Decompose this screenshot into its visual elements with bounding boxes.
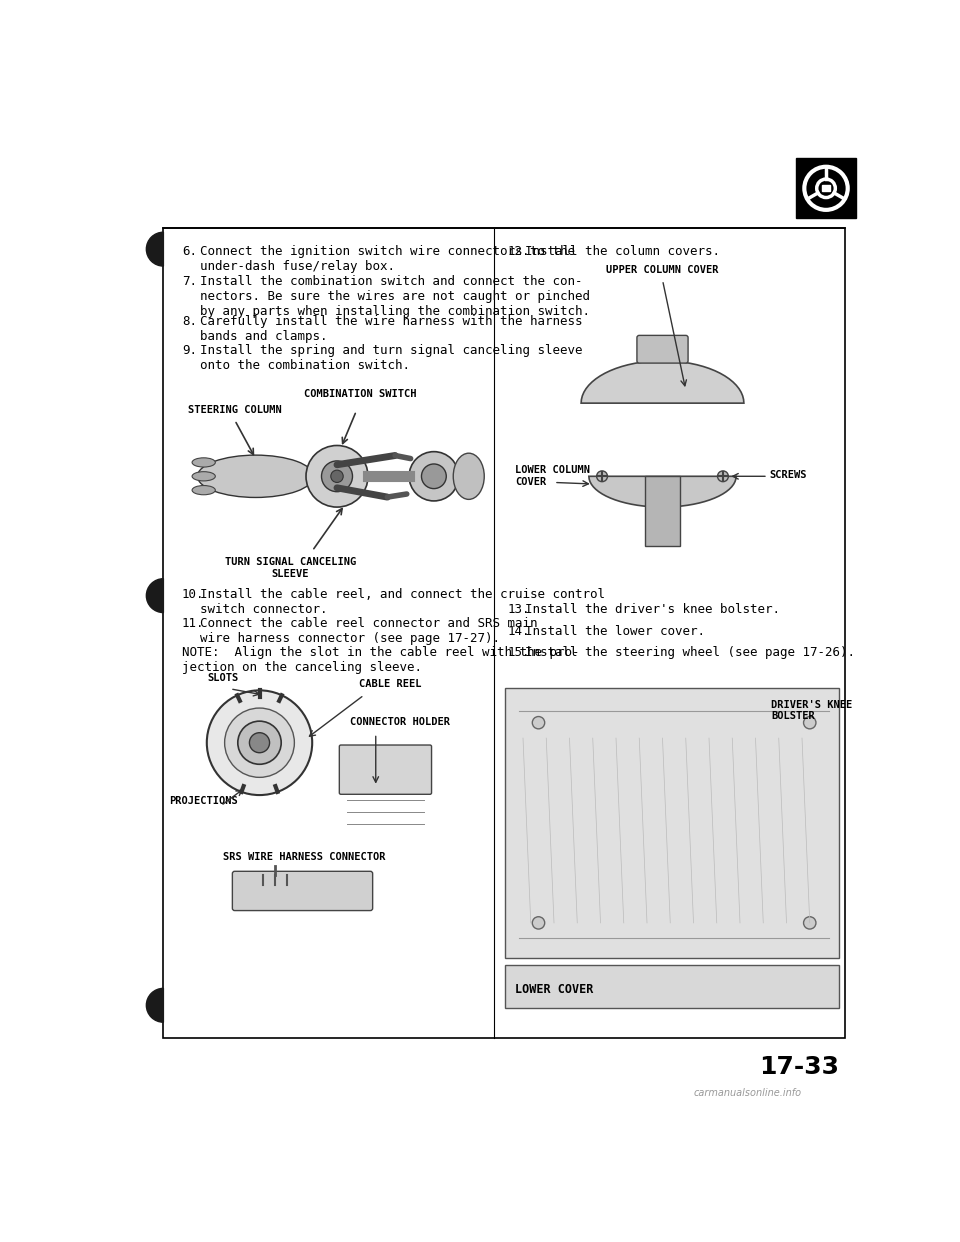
Text: Connect the ignition switch wire connectors to the
under-dash fuse/relay box.: Connect the ignition switch wire connect… [200, 245, 575, 273]
Text: 11.: 11. [182, 617, 204, 630]
Text: Install the lower cover.: Install the lower cover. [524, 625, 705, 638]
Text: 8.: 8. [182, 314, 197, 328]
Text: 17-33: 17-33 [759, 1056, 839, 1079]
Wedge shape [146, 232, 163, 266]
Text: DRIVER'S KNEE
BOLSTER: DRIVER'S KNEE BOLSTER [771, 699, 852, 722]
Circle shape [717, 471, 729, 482]
Circle shape [409, 452, 459, 501]
Polygon shape [588, 476, 736, 507]
Ellipse shape [198, 455, 314, 498]
Text: PROJECTIONS: PROJECTIONS [169, 796, 238, 806]
FancyBboxPatch shape [232, 872, 372, 910]
Text: CONNECTOR HOLDER: CONNECTOR HOLDER [350, 718, 450, 728]
Bar [822, 185, 829, 191]
Text: 14.: 14. [508, 625, 530, 638]
Text: 7.: 7. [182, 274, 197, 288]
Text: Install the combination switch and connect the con-
nectors. Be sure the wires a: Install the combination switch and conne… [200, 274, 589, 318]
Text: 6.: 6. [182, 245, 197, 258]
Text: CABLE REEL: CABLE REEL [359, 679, 421, 689]
Text: SCREWS: SCREWS [770, 469, 807, 479]
Text: Install the steering wheel (see page 17-26).: Install the steering wheel (see page 17-… [524, 646, 854, 660]
Text: 13.: 13. [508, 604, 530, 616]
Circle shape [804, 717, 816, 729]
Circle shape [331, 471, 344, 482]
Text: LOWER COVER: LOWER COVER [516, 982, 593, 996]
Circle shape [804, 917, 816, 929]
Text: NOTE:  Align the slot in the cable reel with the pro-
jection on the canceling s: NOTE: Align the slot in the cable reel w… [182, 646, 580, 674]
Text: 15.: 15. [508, 646, 530, 660]
Bar [645, 476, 680, 545]
Text: 12.: 12. [508, 245, 530, 258]
Circle shape [421, 465, 446, 488]
Text: carmanualsonline.info: carmanualsonline.info [694, 1088, 802, 1098]
Circle shape [225, 708, 295, 777]
Ellipse shape [192, 472, 215, 481]
Polygon shape [505, 965, 839, 1007]
Circle shape [206, 691, 312, 795]
Wedge shape [146, 989, 163, 1022]
Ellipse shape [192, 458, 215, 467]
Text: Install the spring and turn signal canceling sleeve
onto the combination switch.: Install the spring and turn signal cance… [200, 344, 583, 371]
Text: Carefully install the wire harness with the harness
bands and clamps.: Carefully install the wire harness with … [200, 314, 583, 343]
Text: 10.: 10. [182, 587, 204, 601]
Ellipse shape [192, 486, 215, 494]
Ellipse shape [453, 453, 484, 499]
Bar [796, 158, 856, 219]
Circle shape [532, 917, 544, 929]
Text: STEERING COLUMN: STEERING COLUMN [188, 405, 281, 415]
Text: Install the driver's knee bolster.: Install the driver's knee bolster. [524, 604, 780, 616]
Text: SLOTS: SLOTS [207, 673, 239, 683]
FancyBboxPatch shape [339, 745, 432, 795]
Wedge shape [146, 579, 163, 612]
Text: 9.: 9. [182, 344, 197, 356]
FancyBboxPatch shape [636, 335, 688, 363]
Circle shape [306, 446, 368, 507]
Circle shape [596, 471, 608, 482]
Circle shape [238, 722, 281, 764]
Circle shape [322, 461, 352, 492]
Text: Install the column covers.: Install the column covers. [524, 245, 720, 258]
Polygon shape [581, 360, 744, 404]
Text: Connect the cable reel connector and SRS main
wire harness connector (see page 1: Connect the cable reel connector and SRS… [200, 617, 538, 645]
Text: LOWER COLUMN
COVER: LOWER COLUMN COVER [516, 466, 590, 487]
Text: COMBINATION SWITCH: COMBINATION SWITCH [304, 389, 417, 399]
Circle shape [817, 179, 835, 197]
Text: TURN SIGNAL CANCELING
SLEEVE: TURN SIGNAL CANCELING SLEEVE [225, 558, 356, 579]
Text: SRS WIRE HARNESS CONNECTOR: SRS WIRE HARNESS CONNECTOR [224, 852, 386, 862]
Bar [162, 229, 845, 1038]
Circle shape [532, 717, 544, 729]
Circle shape [804, 166, 848, 210]
Text: UPPER COLUMN COVER: UPPER COLUMN COVER [607, 265, 719, 274]
Polygon shape [505, 688, 839, 958]
Text: Install the cable reel, and connect the cruise control
switch connector.: Install the cable reel, and connect the … [200, 587, 605, 616]
Circle shape [250, 733, 270, 753]
